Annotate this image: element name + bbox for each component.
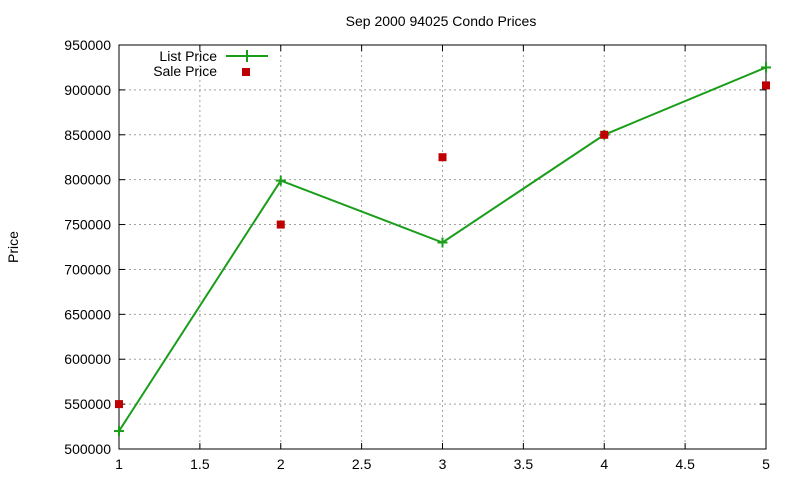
data-point-sale-price <box>600 130 609 139</box>
data-point-list-price <box>114 426 124 437</box>
legend-label-list-price: List Price <box>159 48 217 64</box>
legend-label-sale-price: Sale Price <box>153 63 217 79</box>
legend-marker-list-price <box>241 50 253 62</box>
data-point-sale-price <box>762 81 770 90</box>
data-point-sale-price <box>438 153 447 162</box>
y-tick-label: 950000 <box>64 37 111 53</box>
x-tick-label: 4 <box>600 456 608 472</box>
y-tick-label: 650000 <box>64 306 111 322</box>
y-tick-label: 900000 <box>64 82 111 98</box>
data-point-sale-price <box>276 220 285 229</box>
data-point-list-price <box>761 62 771 73</box>
y-tick-label: 600000 <box>64 351 111 367</box>
x-tick-label: 1 <box>115 456 123 472</box>
chart-title: Sep 2000 94025 Condo Prices <box>346 13 537 29</box>
y-tick-label: 500000 <box>64 441 111 457</box>
data-point-list-price <box>437 237 448 248</box>
x-tick-label: 4.5 <box>675 456 695 472</box>
y-tick-label: 750000 <box>64 217 111 233</box>
legend: List Price Sale Price <box>153 48 268 79</box>
series <box>114 62 771 437</box>
y-tick-label: 800000 <box>64 172 111 188</box>
axis-ticks <box>118 44 767 450</box>
tick-labels: 1 1.5 2 2.5 3 3.5 4 4.5 5 500000 550000 600000 65000… <box>64 37 770 472</box>
x-tick-label: 3 <box>439 456 447 472</box>
y-tick-label: 550000 <box>64 396 111 412</box>
x-tick-label: 5 <box>762 456 770 472</box>
data-point-sale-price <box>115 400 123 409</box>
y-axis-label: Price <box>5 231 21 263</box>
legend-marker-sale-price <box>242 68 250 76</box>
x-tick-label: 2.5 <box>352 456 372 472</box>
y-tick-label: 700000 <box>64 261 111 277</box>
x-tick-label: 3.5 <box>514 456 534 472</box>
x-tick-label: 1.5 <box>190 456 210 472</box>
x-tick-label: 2 <box>277 456 285 472</box>
y-tick-label: 850000 <box>64 127 111 143</box>
data-point-list-price <box>275 175 286 186</box>
